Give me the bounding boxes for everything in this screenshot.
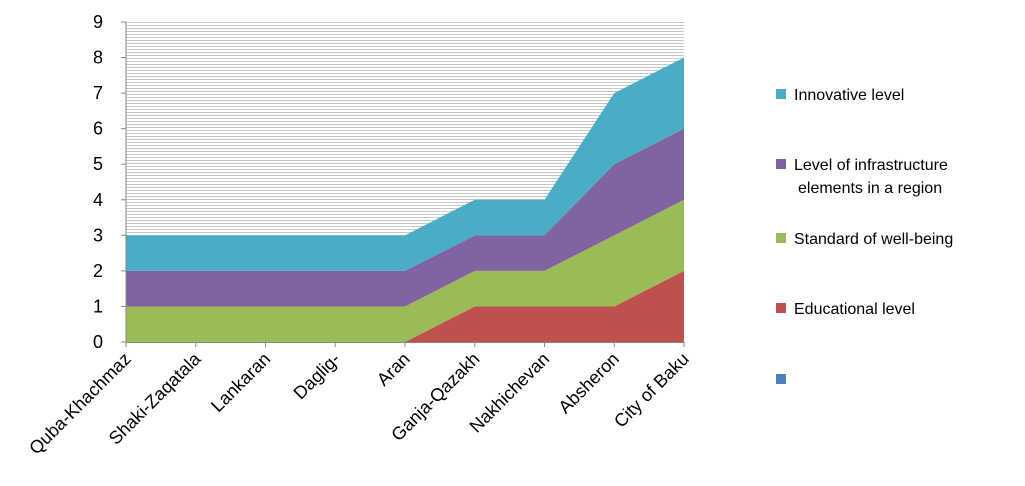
legend-label-infrastructure-line2: elements in a region	[798, 180, 943, 197]
x-tick-label: Lankaran	[207, 349, 274, 416]
y-tick-label: 2	[93, 261, 103, 281]
axes	[121, 21, 685, 347]
legend-swatch-infrastructure	[776, 159, 786, 169]
y-tick-label: 4	[93, 190, 103, 210]
y-tick-label: 8	[93, 48, 103, 68]
legend-label-infrastructure: Level of infrastructure elements in a re…	[794, 154, 948, 200]
y-tick-label: 7	[93, 83, 103, 103]
legend-item-educational: Educational level	[776, 298, 915, 321]
legend: Innovative level Level of infrastructure…	[776, 0, 1025, 486]
legend-label-infrastructure-line1: Level of infrastructure	[794, 157, 948, 174]
y-tick-label: 5	[93, 154, 103, 174]
y-tick-label: 0	[93, 332, 103, 352]
area-series	[126, 57, 684, 342]
legend-item-wellbeing: Standard of well-being	[776, 228, 953, 251]
x-tick-label: City of Baku	[610, 349, 693, 432]
legend-swatch-wellbeing	[776, 233, 786, 243]
x-tick-label: Absheron	[554, 349, 623, 418]
legend-item-innovative: Innovative level	[776, 84, 904, 107]
legend-swatch-innovative	[776, 89, 786, 99]
legend-swatch-blank	[776, 374, 786, 384]
legend-label-innovative: Innovative level	[794, 87, 905, 104]
y-tick-label: 6	[93, 119, 103, 139]
legend-swatch-educational	[776, 303, 786, 313]
y-tick-labels: 0 1 2 3 4 5 6 7 8 9	[93, 12, 103, 352]
y-tick-label: 1	[93, 296, 103, 316]
y-tick-label: 9	[93, 12, 103, 32]
area-educational-level	[126, 270, 684, 342]
x-tick-label: Daglig-	[290, 349, 344, 403]
y-tick-label: 3	[93, 225, 103, 245]
legend-label-educational: Educational level	[794, 301, 915, 318]
area-level-of-infrastructure-elements-in-a-region	[126, 128, 684, 307]
legend-item-infrastructure: Level of infrastructure elements in a re…	[776, 154, 948, 200]
x-tick-label: Aran	[373, 349, 414, 390]
area-innovative-level	[126, 57, 684, 271]
legend-item-blank	[776, 369, 794, 384]
legend-label-wellbeing: Standard of well-being	[794, 231, 954, 248]
